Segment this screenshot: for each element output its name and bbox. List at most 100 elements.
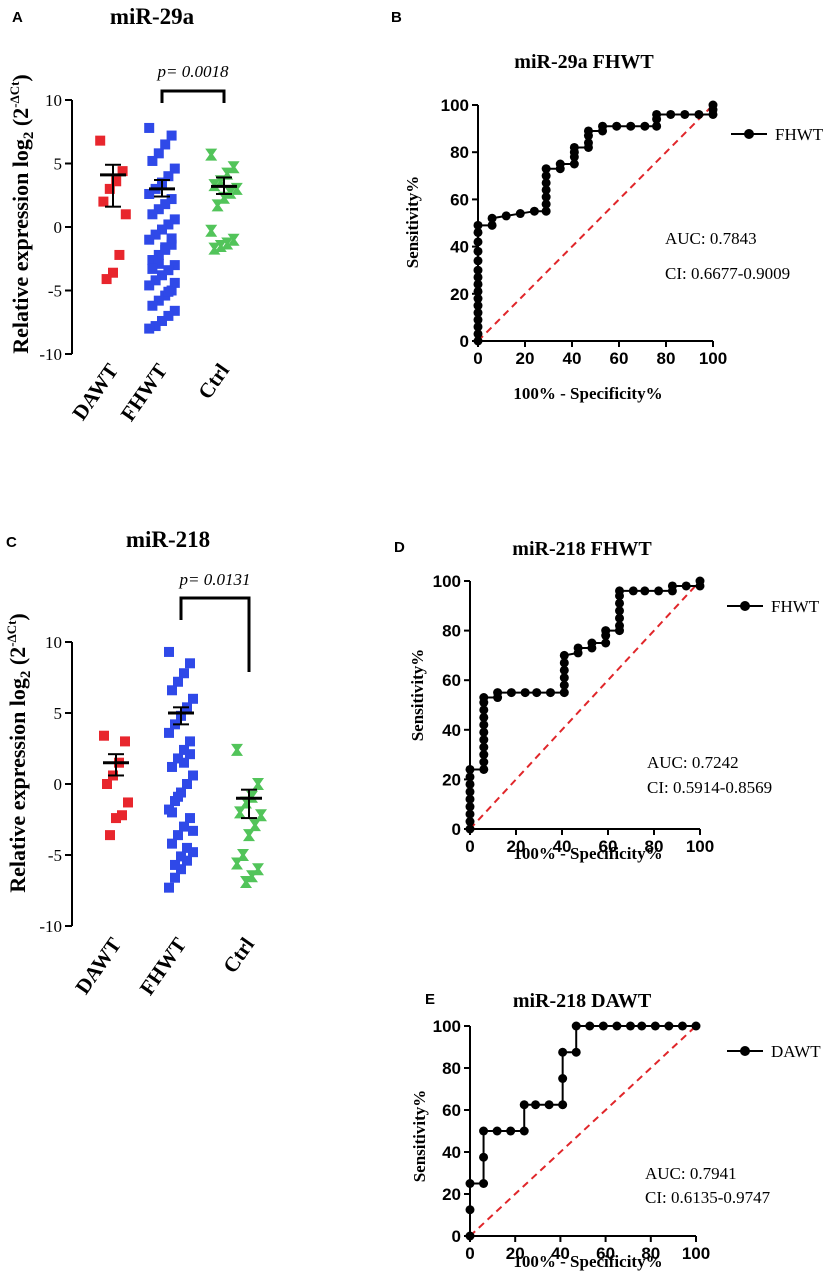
roc-point xyxy=(473,329,483,339)
fhwt-point xyxy=(163,219,174,230)
legend-label-b: FHWT xyxy=(775,125,824,144)
roc-point xyxy=(532,688,542,698)
roc-point xyxy=(583,126,593,136)
x-axis-label-b: 100% - Specificity% xyxy=(513,384,662,403)
fhwt-point xyxy=(153,258,164,269)
roc-point xyxy=(625,1021,635,1031)
auc-text-d: AUC: 0.7242 xyxy=(647,753,739,772)
dawt-point xyxy=(104,183,115,194)
x-tick-label: 40 xyxy=(563,349,582,368)
roc-point xyxy=(541,206,551,216)
y-tick-label: 80 xyxy=(450,143,469,162)
x-tick-label: 80 xyxy=(657,349,676,368)
legend-b: FHWT xyxy=(731,125,824,144)
fhwt-point xyxy=(164,646,174,657)
category-label: Ctrl xyxy=(193,359,234,403)
roc-point xyxy=(559,673,569,683)
roc-point xyxy=(515,209,525,219)
roc-point xyxy=(680,109,690,119)
x-tick-label: 100 xyxy=(699,349,727,368)
roc-point xyxy=(585,1021,595,1031)
roc-point xyxy=(473,256,483,266)
x-axis-label-e: 100% - Specificity% xyxy=(513,1252,662,1271)
fhwt-point xyxy=(176,864,186,875)
fhwt-point xyxy=(179,821,189,832)
category-label: DAWT xyxy=(67,359,123,424)
roc-point xyxy=(465,1231,475,1241)
fhwt-point xyxy=(147,263,158,274)
roc-point xyxy=(473,279,483,289)
roc-point xyxy=(465,772,475,782)
x-tick-label: 40 xyxy=(551,1244,570,1263)
roc-point xyxy=(473,227,483,237)
roc-point xyxy=(615,621,624,631)
fhwt-point xyxy=(188,770,198,781)
panel-e-roc: E miR-218 DAWT Sensitivity% 100% - Speci… xyxy=(410,990,821,1271)
roc-point xyxy=(541,199,551,209)
fhwt-point xyxy=(185,658,195,669)
y-tick-label: -5 xyxy=(48,846,62,865)
roc-point xyxy=(506,1126,516,1136)
bracket-line xyxy=(179,596,251,672)
roc-point xyxy=(615,613,624,623)
legend-label-e: DAWT xyxy=(771,1042,821,1061)
auc-text-e: AUC: 0.7941 xyxy=(645,1164,737,1183)
fhwt-point xyxy=(182,855,192,866)
roc-point xyxy=(628,586,638,596)
fhwt-point xyxy=(169,214,180,225)
roc-point xyxy=(465,817,475,827)
ctrl-point xyxy=(243,829,255,842)
auc-text-b: AUC: 0.7843 xyxy=(665,229,757,248)
roc-point xyxy=(479,757,489,767)
panel-a-scatter: A miR-29a Relative expression log2 (2-ΔC… xyxy=(7,4,243,425)
roc-point xyxy=(573,643,583,653)
roc-point xyxy=(601,638,611,648)
fhwt-point xyxy=(166,194,177,205)
dawt-point xyxy=(117,810,127,821)
y-tick-label: 100 xyxy=(441,96,469,115)
roc-point xyxy=(691,1021,701,1031)
fhwt-point xyxy=(150,321,161,332)
roc-point xyxy=(479,727,489,737)
ctrl-point xyxy=(227,233,240,246)
dawt-point xyxy=(111,813,121,824)
y-tick-label: 60 xyxy=(442,1101,461,1120)
fhwt-point xyxy=(157,270,167,281)
y-tick-label: 100 xyxy=(433,572,461,591)
roc-point xyxy=(558,1100,568,1110)
roc-curve-d xyxy=(465,576,705,834)
legend-e: DAWT xyxy=(727,1042,821,1061)
x-tick-label: 0 xyxy=(465,837,474,856)
fhwt-point xyxy=(160,199,171,210)
roc-point xyxy=(571,1047,581,1057)
legend-d: FHWT xyxy=(727,597,820,616)
y-tick-label: 80 xyxy=(442,622,461,641)
roc-point xyxy=(559,688,569,698)
fhwt-point xyxy=(144,188,155,199)
fhwt-point xyxy=(179,744,189,755)
y-tick-label: 20 xyxy=(442,770,461,789)
roc-point xyxy=(479,735,489,745)
roc-point xyxy=(601,626,611,636)
y-tick-label: 40 xyxy=(442,721,461,740)
chart-title-c: miR-218 xyxy=(126,527,210,552)
legend-marker-e xyxy=(740,1046,750,1056)
roc-point xyxy=(465,802,475,812)
x-tick-label: 80 xyxy=(641,1244,660,1263)
dawt-point xyxy=(95,135,106,146)
roc-point xyxy=(544,1100,554,1110)
roc-point xyxy=(708,100,718,110)
roc-point xyxy=(473,220,483,230)
roc-point xyxy=(473,237,483,247)
fhwt-point xyxy=(169,277,180,288)
dawt-point xyxy=(120,209,131,220)
chart-title-d: miR-218 FHWT xyxy=(512,538,652,560)
roc-point xyxy=(519,1100,529,1110)
fhwt-point xyxy=(144,234,155,245)
fhwt-point xyxy=(170,859,180,870)
roc-point xyxy=(479,1179,489,1188)
dawt-point xyxy=(123,797,133,808)
roc-point xyxy=(487,213,497,223)
roc-point xyxy=(501,211,511,221)
